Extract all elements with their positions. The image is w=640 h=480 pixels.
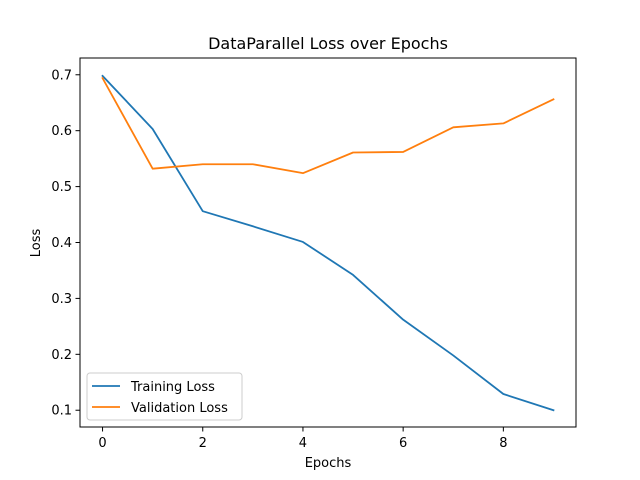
x-tick-label: 6	[399, 436, 407, 451]
y-tick-label: 0.3	[51, 292, 72, 307]
y-tick-label: 0.5	[51, 180, 72, 195]
y-tick-label: 0.4	[51, 236, 72, 251]
y-tick-label: 0.1	[51, 404, 72, 419]
y-axis-label: Loss	[29, 229, 44, 258]
chart-title: DataParallel Loss over Epochs	[208, 34, 448, 53]
series-layer	[101, 74, 555, 412]
legend-label-training-loss: Training Loss	[130, 380, 215, 395]
y-axis-ticks: 0.1 0.2 0.3 0.4 0.5 0.6 0.7	[51, 68, 80, 419]
x-tick-label: 4	[299, 436, 307, 451]
x-axis-label: Epochs	[305, 456, 352, 471]
x-tick-label: 8	[499, 436, 507, 451]
legend-label-validation-loss: Validation Loss	[131, 401, 228, 416]
legend: Training Loss Validation Loss	[86, 372, 243, 421]
validation-loss-line	[101, 76, 555, 175]
y-tick-label: 0.2	[51, 348, 72, 363]
x-tick-label: 0	[98, 436, 106, 451]
y-tick-label: 0.7	[51, 68, 72, 83]
x-axis-ticks: 0 2 4 6 8	[98, 427, 507, 451]
legend-box	[86, 372, 243, 421]
training-loss-line	[101, 74, 555, 412]
y-tick-label: 0.6	[51, 124, 72, 139]
x-tick-label: 2	[199, 436, 207, 451]
